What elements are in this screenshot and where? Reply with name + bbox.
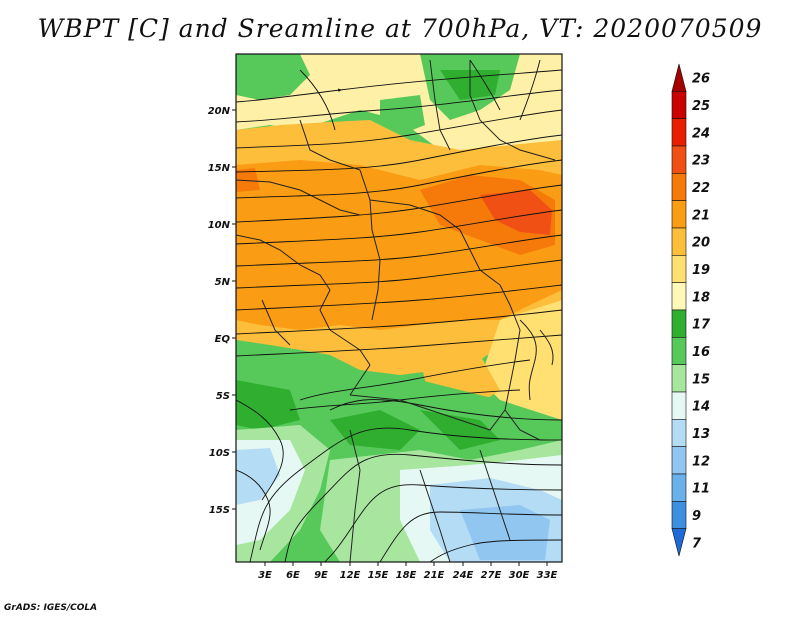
- colorbar-label: 26: [692, 72, 710, 87]
- lat-label: 15N: [208, 163, 231, 174]
- colorbar-swatch: [671, 364, 687, 393]
- chart-title: WBPT [C] and Sreamline at 700hPa, VT: 20…: [37, 14, 763, 43]
- lat-label: EQ: [215, 334, 231, 345]
- colorbar-swatch: [671, 391, 687, 420]
- colorbar-label: 19: [692, 263, 710, 278]
- colorbar-label: 7: [692, 536, 702, 551]
- lat-label: 5N: [215, 277, 231, 288]
- colorbar-swatch: [671, 63, 687, 92]
- colorbar-label: 17: [692, 318, 711, 333]
- colorbar-swatch: [671, 419, 687, 447]
- lon-label: 3E: [258, 570, 272, 581]
- footer-credit: GrADS: IGES/COLA: [4, 603, 98, 613]
- colorbar-label: 24: [692, 126, 710, 141]
- colorbar-swatch: [671, 118, 687, 147]
- colorbar-label: 15: [692, 372, 710, 387]
- colorbar-label: 16: [692, 345, 710, 360]
- colorbar-swatch: [671, 227, 687, 256]
- colorbar-label: 13: [692, 427, 710, 442]
- colorbar-label: 21: [692, 208, 710, 223]
- lon-label: 27E: [481, 570, 502, 581]
- colorbar-label: 25: [692, 99, 710, 114]
- map-frame: [235, 53, 563, 563]
- lon-label: 21E: [424, 570, 445, 581]
- lat-label: 5S: [216, 391, 230, 402]
- lon-label: 6E: [286, 570, 300, 581]
- colorbar-label: 14: [692, 400, 710, 415]
- lon-label: 12E: [340, 570, 361, 581]
- colorbar-swatch: [671, 255, 687, 283]
- colorbar-swatch: [671, 145, 687, 174]
- colorbar-label: 12: [692, 454, 710, 469]
- country-boundaries: [236, 59, 562, 562]
- wbpt-field: [236, 54, 562, 562]
- streamlines: [236, 59, 562, 562]
- colorbar-swatch: [671, 200, 687, 229]
- lon-label: 33E: [537, 570, 558, 581]
- lon-label: 15E: [368, 570, 389, 581]
- colorbar-swatch: [671, 446, 687, 475]
- colorbar: 26 25 24 23 22 21 20 19 18 17 16 15 14 13 12 11 9 7: [671, 63, 711, 557]
- colorbar-label: 9: [692, 509, 701, 524]
- latitude-axis: 20N 15N 10N 5N EQ 5S 10S 15S: [208, 106, 236, 516]
- colorbar-label: 20: [692, 236, 710, 251]
- colorbar-label: 11: [692, 482, 710, 497]
- colorbar-swatch: [671, 501, 687, 529]
- lon-label: 24E: [453, 570, 474, 581]
- colorbar-swatch: [671, 282, 687, 311]
- colorbar-swatch: [671, 528, 687, 557]
- lat-label: 15S: [209, 505, 230, 516]
- lon-label: 30E: [509, 570, 530, 581]
- longitude-axis: 3E 6E 9E 12E 15E 18E 21E 24E 27E 30E 33E: [258, 562, 558, 581]
- colorbar-swatch: [671, 91, 687, 119]
- colorbar-swatch: [671, 337, 687, 365]
- colorbar-label: 22: [692, 181, 710, 196]
- colorbar-swatch: [671, 173, 687, 201]
- lat-label: 10S: [209, 448, 230, 459]
- lat-label: 10N: [208, 220, 231, 231]
- lat-label: 20N: [208, 106, 231, 117]
- colorbar-label: 18: [692, 290, 710, 305]
- lon-label: 9E: [314, 570, 328, 581]
- colorbar-swatch: [671, 473, 687, 502]
- colorbar-swatch: [671, 309, 687, 338]
- lon-label: 18E: [396, 570, 417, 581]
- colorbar-label: 23: [692, 154, 710, 169]
